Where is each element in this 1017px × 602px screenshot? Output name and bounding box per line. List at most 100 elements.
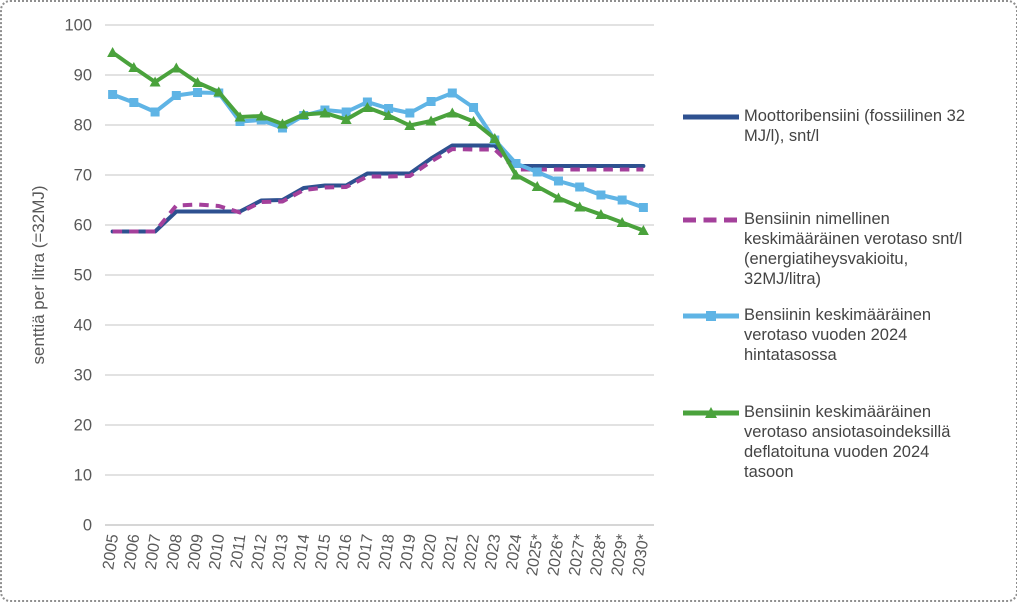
data-point-square: [405, 108, 415, 118]
y-tick-label: 90: [74, 67, 92, 85]
data-point-square: [108, 90, 118, 99]
data-point-triangle: [383, 110, 395, 120]
x-tick-labels: 2005 2006 2007 2008 2009 2010 2011 2012 2013 2014…: [100, 533, 653, 577]
legend-line-purple-dashed: [683, 217, 739, 223]
data-point-triangle: [489, 133, 501, 143]
data-point-triangle: [255, 110, 267, 121]
plot-area: 0 10 20 30 40 50 60 70 80 90 100 2005 2006 2007 2008 20…: [2, 2, 682, 600]
data-point-square: [193, 88, 203, 97]
data-point-square: [150, 107, 160, 117]
series-0: [110, 143, 646, 234]
x-tick-label: 2015: [313, 533, 335, 571]
x-tick-label: 2014: [291, 533, 313, 571]
x-tick-label: 2020: [419, 533, 441, 571]
x-tick-label: 2017: [355, 533, 377, 571]
x-tick-label: 2027*: [566, 533, 589, 577]
legend-label: Bensiinin nimellinen keskimääräinen vero…: [744, 210, 963, 288]
x-tick-label: 2009: [185, 533, 207, 571]
legend-item-verotaso-ansiotasoindeksi: Bensiinin keskimääräinen verotaso ansiot…: [678, 402, 1014, 482]
data-point-triangle: [276, 118, 288, 129]
data-point-triangle: [425, 115, 437, 126]
data-point-square: [617, 195, 627, 205]
data-point-triangle: [170, 62, 182, 73]
y-axis-title: senttiä per litra (=32MJ): [29, 185, 48, 364]
x-tick-label: 2012: [249, 533, 271, 571]
data-point-square: [575, 182, 585, 192]
data-point-square: [553, 176, 563, 186]
data-point-triangle: [595, 209, 607, 219]
x-tick-label: 2025*: [524, 533, 547, 577]
data-point-triangle: [616, 217, 628, 227]
data-point-square: [638, 203, 648, 212]
x-tick-label: 2005: [100, 533, 122, 571]
data-point-triangle: [340, 114, 352, 124]
x-tick-label: 2010: [206, 533, 228, 571]
data-point-square: [341, 107, 351, 117]
y-tick-label: 10: [74, 467, 92, 485]
y-tick-label: 100: [64, 17, 92, 35]
y-tick-label: 50: [74, 267, 92, 285]
data-point-square: [447, 88, 457, 98]
data-point-square: [426, 97, 436, 106]
y-tick-label: 70: [74, 167, 92, 185]
series-1: [112, 147, 644, 234]
data-point-square: [596, 190, 606, 200]
data-point-square: [511, 159, 521, 168]
legend-item-moottoribensiini: Moottoribensiini (fossiilinen 32 MJ/l), …: [678, 106, 1014, 146]
y-tick-label: 0: [83, 517, 92, 535]
series-line: [112, 147, 644, 234]
legend-line-blue-square: [683, 311, 739, 321]
x-tick-label: 2029*: [609, 533, 632, 577]
data-point-triangle: [319, 107, 331, 118]
data-point-square: [469, 103, 479, 112]
data-point-triangle: [446, 107, 458, 118]
data-point-triangle: [234, 111, 246, 122]
data-point-triangle: [213, 86, 225, 97]
data-point-triangle: [192, 77, 204, 87]
y-tick-label: 30: [74, 367, 92, 385]
x-tick-label: 2011: [228, 533, 250, 570]
legend-label: Moottoribensiini (fossiilinen 32 MJ/l), …: [744, 107, 966, 145]
data-point-triangle: [361, 102, 373, 112]
legend-item-nimellinen-verotaso: Bensiinin nimellinen keskimääräinen vero…: [678, 209, 1014, 289]
data-point-triangle: [637, 225, 649, 235]
x-tick-label: 2019: [398, 533, 420, 571]
x-tick-label: 2016: [334, 533, 356, 571]
y-tick-label: 60: [74, 217, 92, 235]
x-tick-label: 2007: [143, 533, 165, 571]
data-point-square: [532, 167, 542, 177]
data-point-triangle: [404, 120, 416, 130]
x-tick-label: 2026*: [545, 533, 568, 577]
x-tick-label: 2021: [440, 533, 462, 571]
data-point-triangle: [468, 116, 480, 126]
x-tick-label: 2030*: [630, 533, 653, 577]
y-tick-label: 80: [74, 117, 92, 135]
data-point-square: [129, 98, 139, 107]
data-point-triangle: [149, 76, 161, 87]
x-tick-label: 2028*: [588, 533, 611, 577]
x-tick-label: 2013: [270, 533, 292, 571]
data-point-triangle: [128, 62, 140, 72]
data-point-triangle: [107, 47, 119, 57]
legend-label: Bensiinin keskimääräinen verotaso vuoden…: [744, 306, 932, 364]
x-tick-label: 2006: [122, 533, 144, 571]
x-tick-label: 2024: [504, 533, 526, 571]
series-line: [110, 143, 646, 234]
x-tick-label: 2018: [376, 533, 398, 571]
legend-line-navy: [683, 114, 739, 120]
legend-label: Bensiinin keskimääräinen verotaso ansiot…: [744, 403, 951, 481]
legend-line-green-triangle: [683, 407, 739, 418]
y-tick-label: 20: [74, 417, 92, 435]
x-tick-label: 2008: [164, 533, 186, 571]
series-3: [107, 47, 649, 235]
gridlines: [105, 24, 654, 526]
data-point-triangle: [298, 109, 310, 119]
x-tick-label: 2023: [482, 533, 504, 571]
data-point-triangle: [574, 201, 586, 212]
data-point-triangle: [531, 181, 543, 191]
series-2: [108, 88, 648, 212]
y-tick-label: 40: [74, 317, 92, 335]
data-point-triangle: [552, 192, 564, 203]
